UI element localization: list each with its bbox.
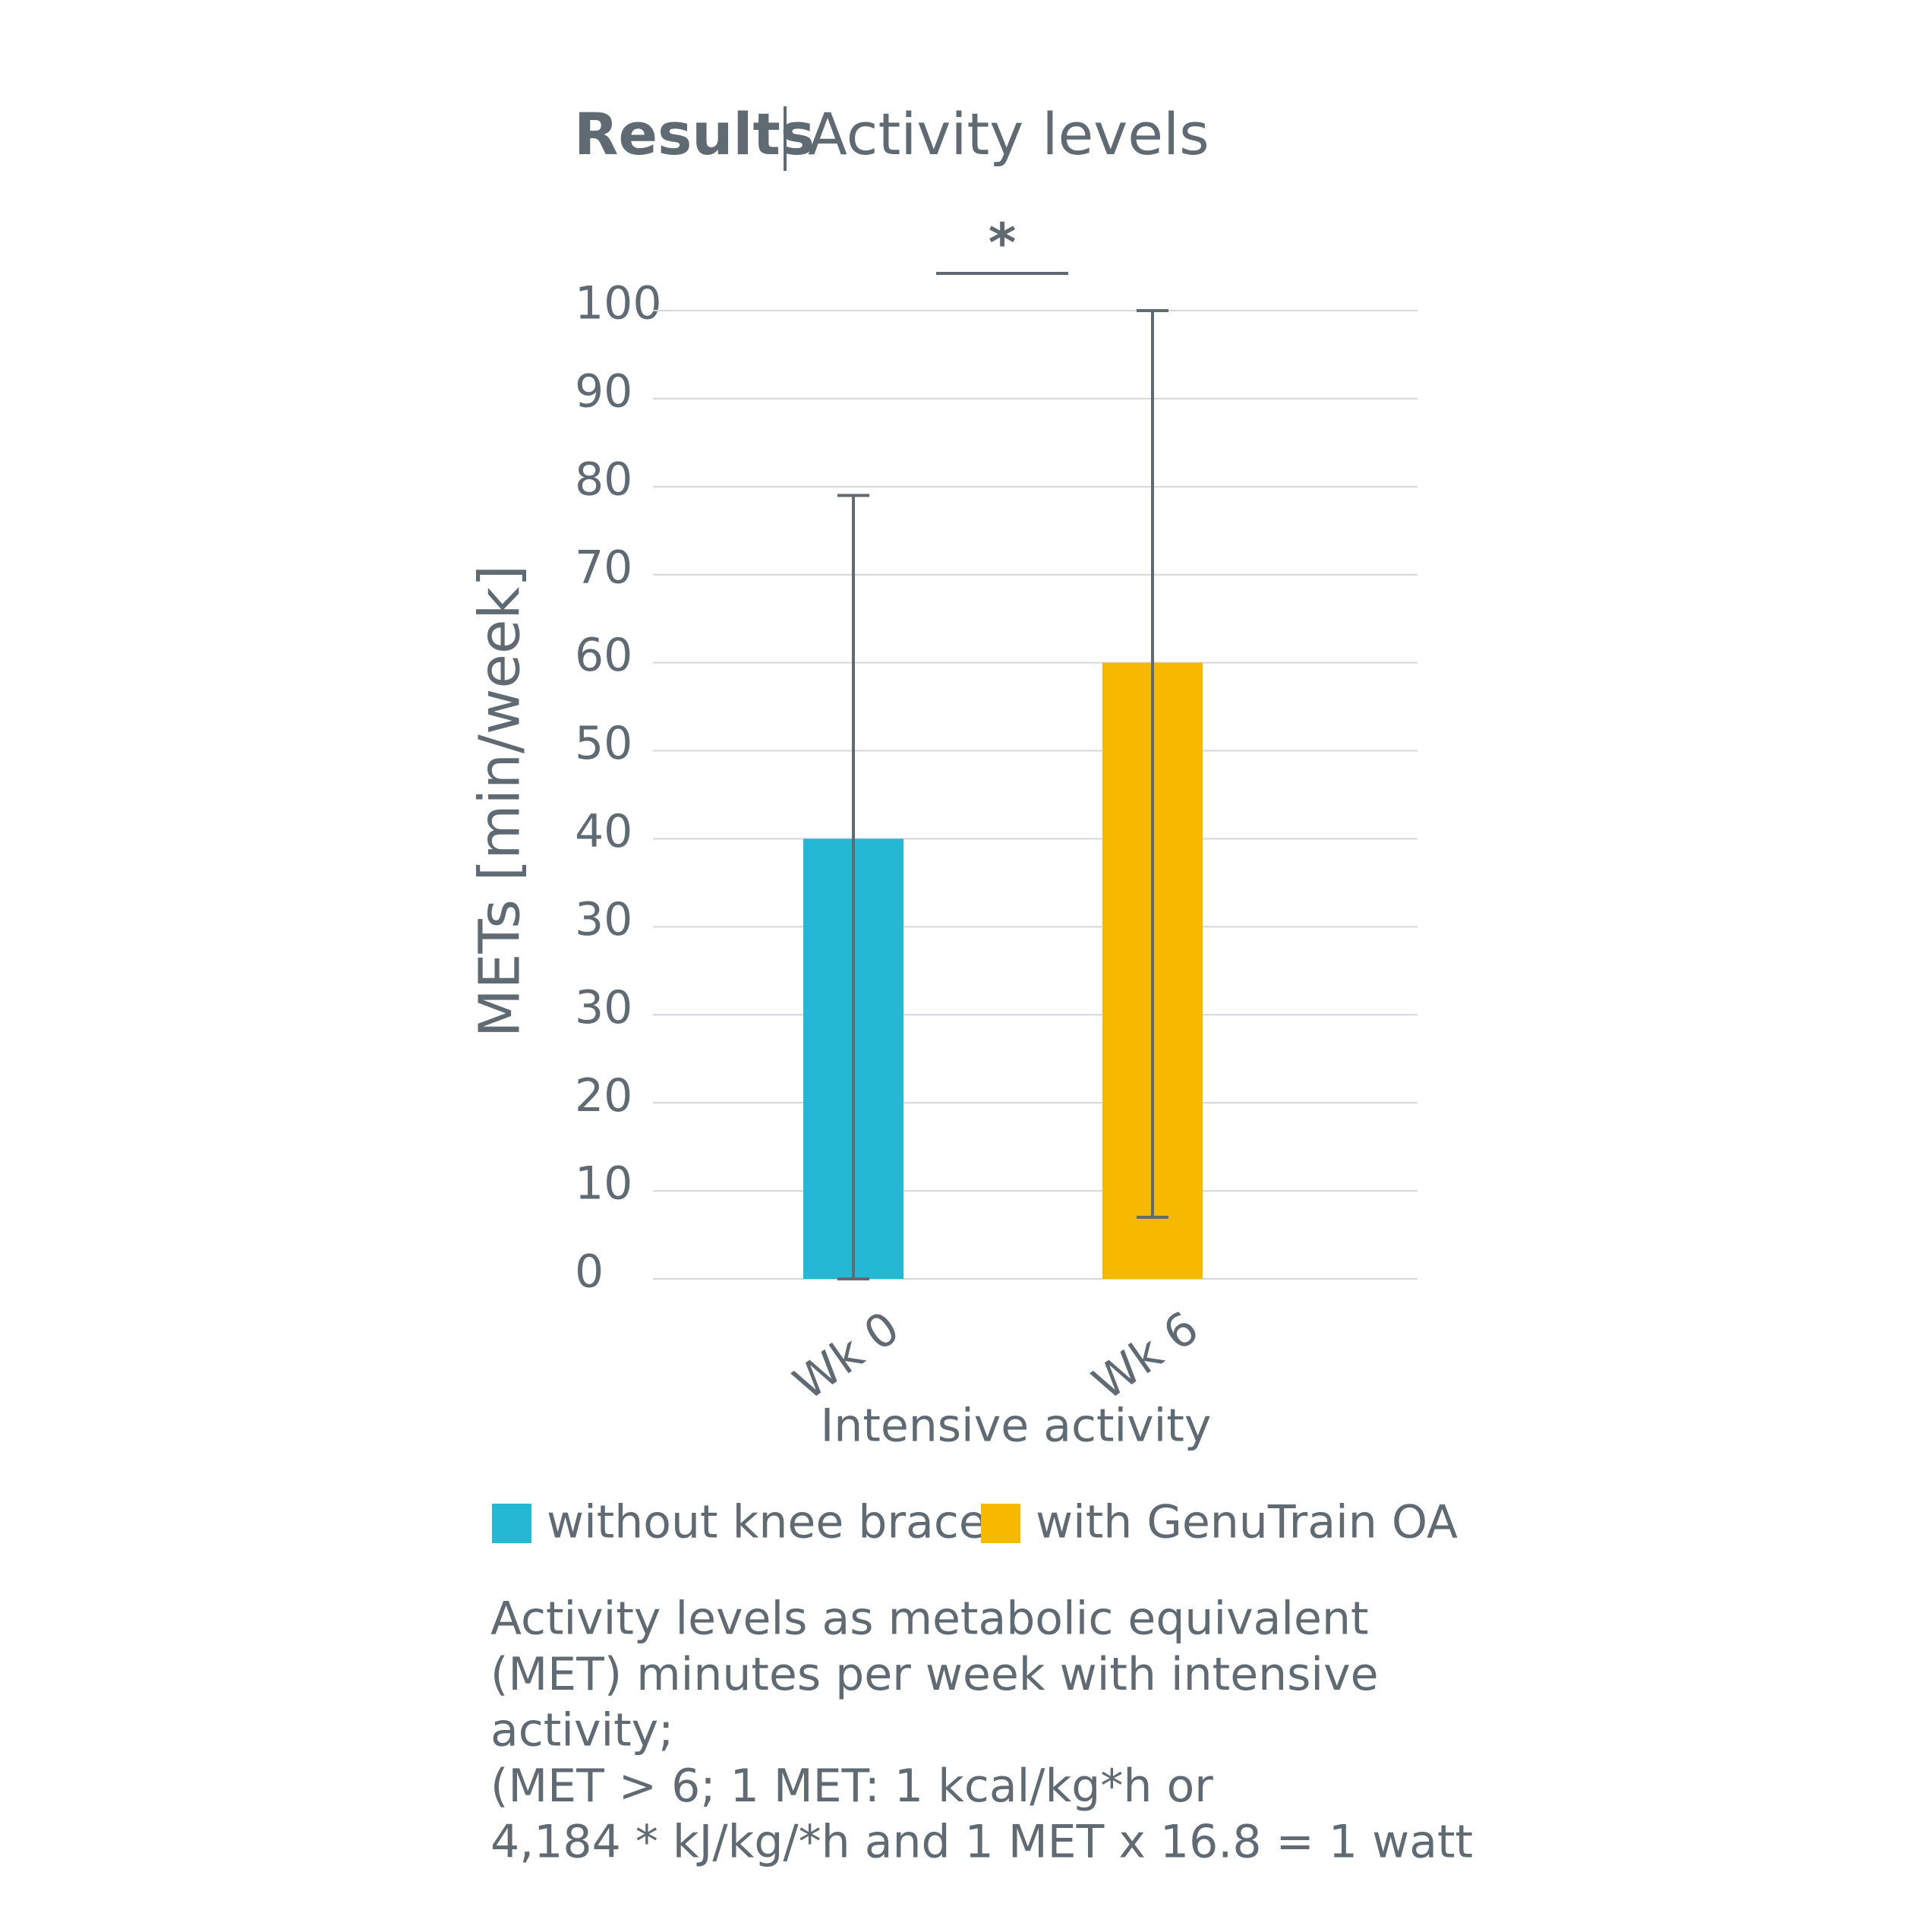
y-axis-label: METs [min/week] [468, 565, 533, 1037]
legend-swatch [981, 1504, 1020, 1543]
note-line: 4,184 * kJ/kg/*h and 1 MET x 16.8 = 1 wa… [490, 1816, 1473, 1869]
note-line: (MET) minutes per week with intensive [490, 1648, 1379, 1701]
note-line: activity; [490, 1704, 673, 1757]
x-tick-label: Wk 6 [1083, 1302, 1208, 1411]
legend-label: with GenuTrain OA [1036, 1496, 1458, 1549]
x-axis-label: Intensive activity [821, 1400, 1212, 1453]
x-tick-label: Wk 0 [784, 1302, 909, 1411]
y-tick-label: 40 [575, 805, 632, 858]
note-line: (MET > 6; 1 MET: 1 kcal/kg*h or [490, 1760, 1213, 1813]
legend-swatch [492, 1504, 531, 1543]
y-tick-label: 70 [575, 541, 632, 594]
y-tick-label: 20 [575, 1069, 632, 1122]
chart-title-bold: Results [574, 100, 815, 168]
chart-title: Activity levels [808, 100, 1209, 168]
y-tick-label: 100 [575, 277, 662, 330]
significance-marker: * [989, 212, 1017, 274]
y-tick-label: 30 [575, 893, 632, 946]
legend-label: without knee brace [547, 1496, 987, 1549]
y-tick-label: 50 [575, 717, 632, 770]
y-tick-label: 30 [575, 981, 632, 1034]
y-tick-label: 90 [575, 365, 632, 418]
note-line: Activity levels as metabolic equivalent [490, 1593, 1369, 1646]
y-tick-label: 0 [575, 1245, 604, 1299]
y-tick-label: 60 [575, 629, 632, 682]
y-tick-label: 80 [575, 453, 632, 506]
y-tick-label: 10 [575, 1157, 632, 1211]
